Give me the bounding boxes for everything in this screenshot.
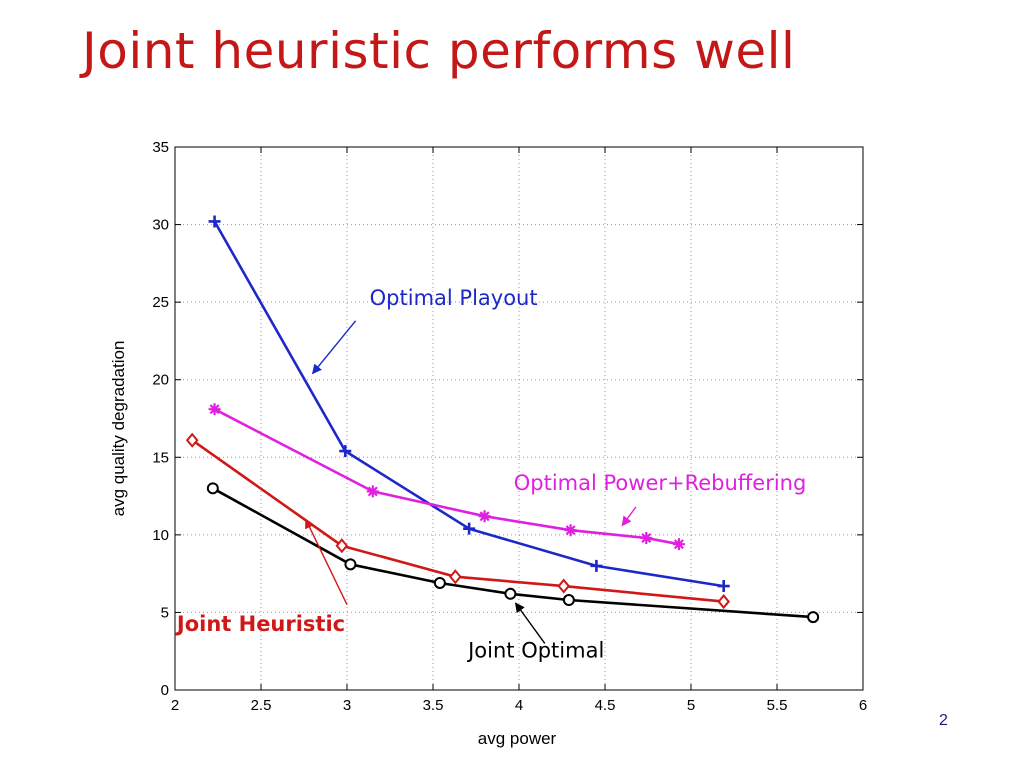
data-point (185, 432, 199, 448)
series-line-joint-optimal (212, 487, 814, 619)
x-axis: 2 2.5 3 3.5 4 4.5 5 5.5 6 (171, 147, 867, 714)
x-tick-label: 3 (343, 697, 351, 714)
data-point (463, 522, 476, 535)
x-tick-label: 2.5 (251, 697, 272, 714)
series-joint-optimal (206, 482, 820, 624)
data-point (478, 510, 491, 523)
annotation-arrow (305, 518, 348, 605)
data-point (206, 482, 219, 495)
series-optimal-power-rebuffering (208, 403, 685, 551)
y-tick-label: 0 (161, 682, 169, 699)
slide-title: Joint heuristic performs well (82, 22, 796, 80)
y-axis: 0 5 10 15 20 25 30 35 (152, 139, 863, 699)
x-tick-label: 2 (171, 697, 179, 714)
annotation-layer: Optimal Playout Optimal Power+Rebuffering… (175, 286, 806, 662)
y-tick-label: 35 (152, 139, 169, 156)
x-tick-label: 6 (859, 697, 867, 714)
data-point (208, 215, 221, 228)
page-number: 2 (939, 712, 948, 729)
data-point (640, 531, 653, 544)
x-tick-label: 5.5 (767, 697, 788, 714)
series-joint-heuristic (185, 432, 730, 610)
y-tick-label: 20 (152, 372, 169, 389)
annotation-optimal-power-rebuffering: Optimal Power+Rebuffering (514, 471, 807, 527)
annotation-label: Joint Optimal (466, 638, 604, 662)
data-point (433, 576, 446, 589)
data-point (449, 569, 462, 585)
data-point (717, 594, 730, 610)
x-tick-label: 5 (687, 697, 695, 714)
x-tick-label: 4.5 (595, 697, 616, 714)
y-tick-label: 25 (152, 294, 169, 311)
data-point (564, 524, 577, 537)
annotation-label: Joint Heuristic (175, 612, 345, 636)
annotation-joint-optimal: Joint Optimal (466, 602, 604, 662)
y-tick-label: 30 (152, 217, 169, 234)
annotation-arrow (311, 320, 357, 375)
x-axis-label: avg power (478, 729, 557, 748)
series-optimal-playout (208, 215, 730, 593)
series-layer (185, 215, 820, 624)
data-point (590, 559, 603, 572)
annotation-label: Optimal Power+Rebuffering (514, 471, 807, 495)
data-point (557, 578, 571, 594)
annotation-optimal-playout: Optimal Playout (311, 286, 538, 375)
data-point (208, 403, 221, 416)
y-tick-label: 15 (152, 449, 169, 466)
annotation-arrow (514, 602, 546, 644)
data-point (366, 485, 379, 498)
data-point (562, 594, 575, 607)
data-point (504, 587, 517, 600)
data-point (344, 558, 357, 571)
data-point (335, 538, 349, 554)
x-tick-label: 4 (515, 697, 523, 714)
x-tick-label: 3.5 (423, 697, 444, 714)
data-point (807, 611, 820, 624)
y-tick-label: 10 (152, 527, 169, 544)
y-axis-label: avg quality degradation (109, 341, 128, 517)
annotation-joint-heuristic: Joint Heuristic (175, 518, 348, 636)
y-tick-label: 5 (161, 604, 169, 621)
annotation-label: Optimal Playout (370, 286, 538, 310)
data-point (339, 445, 352, 458)
data-point (717, 580, 730, 593)
annotation-arrow (621, 506, 637, 527)
data-point (672, 538, 685, 551)
